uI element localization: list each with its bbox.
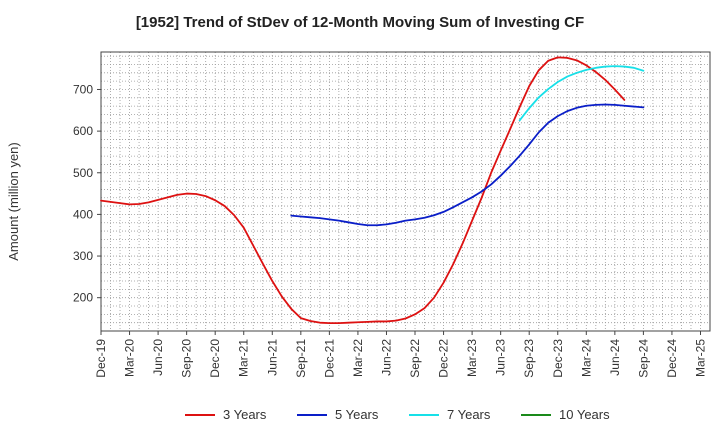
legend-label-3-years: 3 Years <box>223 407 267 422</box>
x-tick-label: Mar-24 <box>579 339 593 377</box>
x-tick-label: Mar-25 <box>693 339 707 377</box>
series-line-3-years <box>100 56 626 324</box>
x-tick-label: Jun-23 <box>494 339 508 376</box>
y-tick-label: 700 <box>73 82 93 96</box>
x-tick-label: Jun-22 <box>379 339 393 376</box>
x-tick-label: Dec-23 <box>551 339 565 378</box>
legend-label-5-years: 5 Years <box>335 407 379 422</box>
y-tick-label: 600 <box>73 124 93 138</box>
x-tick-label: Mar-23 <box>465 339 479 377</box>
series-line-7-years <box>518 65 645 122</box>
plot-border <box>100 51 711 332</box>
plot-area <box>101 52 710 331</box>
x-tick-label: Jun-21 <box>265 339 279 376</box>
x-tick-label: Mar-21 <box>237 339 251 377</box>
x-tick-label: Jun-20 <box>151 339 165 376</box>
x-tick-label: Dec-24 <box>665 339 679 378</box>
x-tick-label: Sep-22 <box>408 339 422 378</box>
y-tick-label: 200 <box>73 291 93 305</box>
x-tick-label: Sep-21 <box>294 339 308 378</box>
x-tick-label: Mar-20 <box>123 339 137 377</box>
x-tick-label: Sep-20 <box>180 339 194 378</box>
x-tick-label: Sep-24 <box>636 339 650 378</box>
x-tick-label: Sep-23 <box>522 339 536 378</box>
x-tick-label: Dec-19 <box>94 339 108 378</box>
x-tick-label: Jun-24 <box>608 339 622 376</box>
y-tick-label: 500 <box>73 166 93 180</box>
x-tick-label: Mar-22 <box>351 339 365 377</box>
y-axis-title: Amount (million yen) <box>6 142 21 261</box>
x-tick-label: Dec-22 <box>437 339 451 378</box>
series-line-5-years <box>290 103 645 227</box>
legend-label-7-years: 7 Years <box>447 407 491 422</box>
y-tick-label: 400 <box>73 207 93 221</box>
y-tick-label: 300 <box>73 249 93 263</box>
chart-title: [1952] Trend of StDev of 12-Month Moving… <box>135 14 585 31</box>
x-tick-label: Dec-21 <box>322 339 336 378</box>
legend-label-10-years: 10 Years <box>559 407 610 422</box>
x-tick-label: Dec-20 <box>208 339 222 378</box>
